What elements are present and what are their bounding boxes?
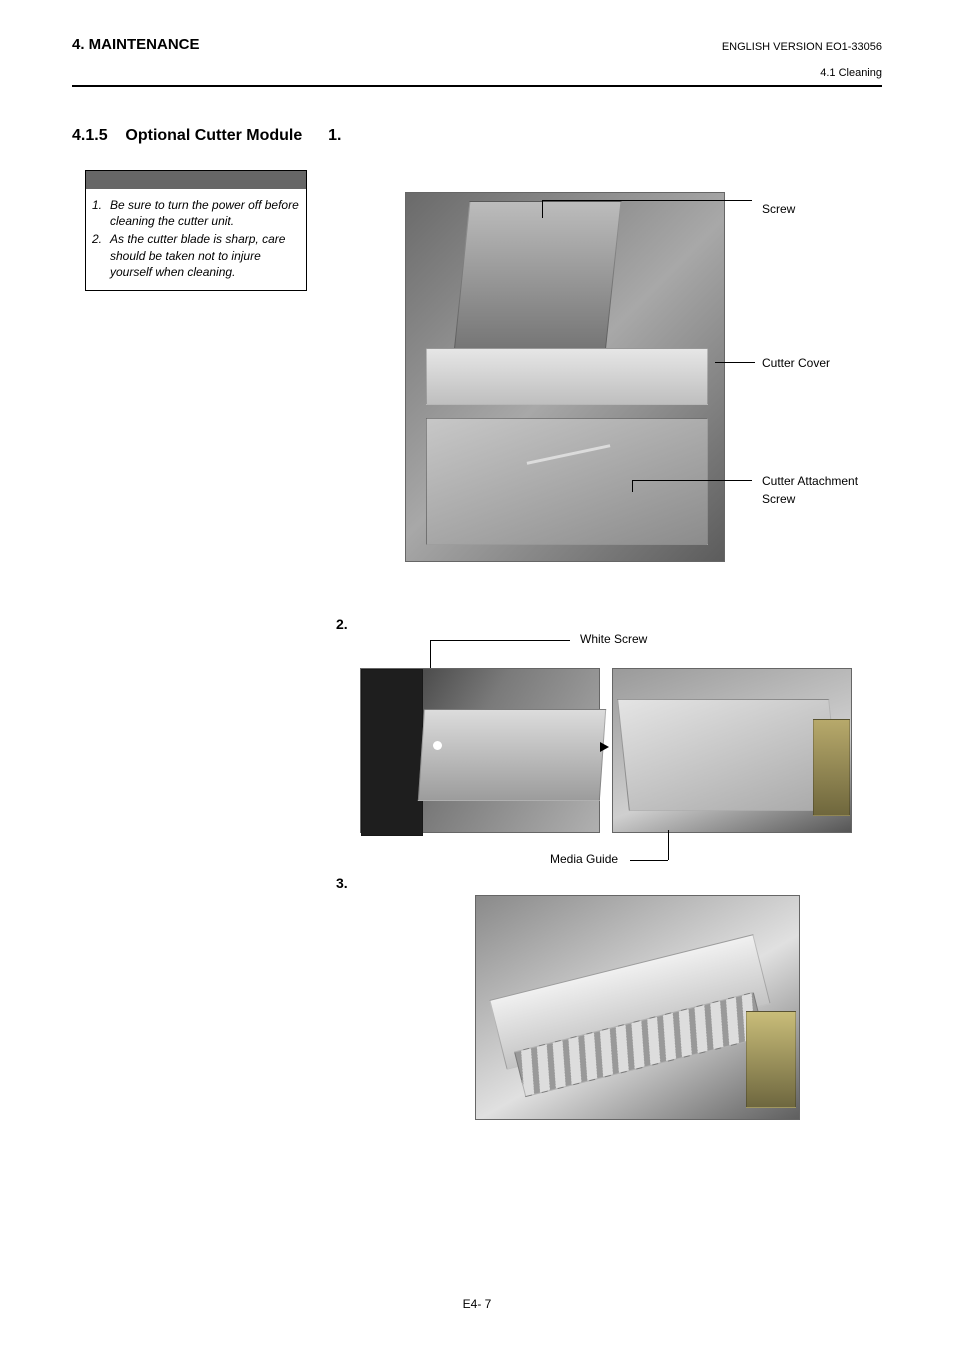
label-cutter-cover: Cutter Cover — [762, 356, 830, 370]
label-cutter-attach-screw-2: Screw — [762, 492, 795, 506]
caution-item-2-text: As the cutter blade is sharp, care shoul… — [110, 231, 300, 280]
page: 4. MAINTENANCE ENGLISH VERSION EO1-33056… — [0, 0, 954, 1351]
leader-media-guide-v — [668, 830, 669, 860]
leader-cas-v — [632, 480, 633, 492]
version-text: ENGLISH VERSION EO1-33056 — [722, 41, 882, 53]
step-3-label: 3. — [336, 875, 348, 891]
caution-item-1-number: 1. — [92, 197, 110, 229]
caution-box: 1. Be sure to turn the power off before … — [85, 170, 307, 291]
section-number: 4.1.5 — [72, 127, 108, 144]
page-number: E4- 7 — [0, 1297, 954, 1311]
figure-1-photo — [405, 192, 725, 562]
caution-header — [86, 171, 306, 189]
leader-screw-h — [542, 200, 752, 201]
section-title: 4.1.5 Optional Cutter Module 1. — [72, 127, 882, 145]
step-1-label: 1. — [328, 127, 341, 144]
header-row: 4. MAINTENANCE ENGLISH VERSION EO1-33056 — [72, 36, 882, 53]
label-cutter-attach-screw-1: Cutter Attachment — [762, 474, 858, 488]
step-2-label: 2. — [336, 616, 348, 632]
leader-cas-h — [632, 480, 752, 481]
label-media-guide: Media Guide — [550, 852, 618, 866]
caution-item-1: 1. Be sure to turn the power off before … — [92, 197, 300, 229]
figure-2b-photo — [612, 668, 852, 833]
leader-media-guide-h — [630, 860, 668, 861]
caution-item-2: 2. As the cutter blade is sharp, care sh… — [92, 231, 300, 280]
label-screw: Screw — [762, 202, 795, 216]
chapter-title: 4. MAINTENANCE — [72, 36, 200, 53]
caution-item-2-number: 2. — [92, 231, 110, 280]
leader-cutter-cover — [715, 362, 755, 363]
label-white-screw: White Screw — [580, 632, 647, 646]
arrow-right-icon — [600, 742, 609, 752]
caution-body: 1. Be sure to turn the power off before … — [86, 189, 306, 290]
subsection-text: 4.1 Cleaning — [72, 67, 882, 79]
leader-screw-v — [542, 200, 543, 218]
figure-3-photo — [475, 895, 800, 1120]
header-rule — [72, 85, 882, 87]
leader-white-screw-h — [430, 640, 570, 641]
figure-2a-photo — [360, 668, 600, 833]
section-title-text: Optional Cutter Module — [125, 127, 302, 144]
caution-item-1-text: Be sure to turn the power off before cle… — [110, 197, 300, 229]
